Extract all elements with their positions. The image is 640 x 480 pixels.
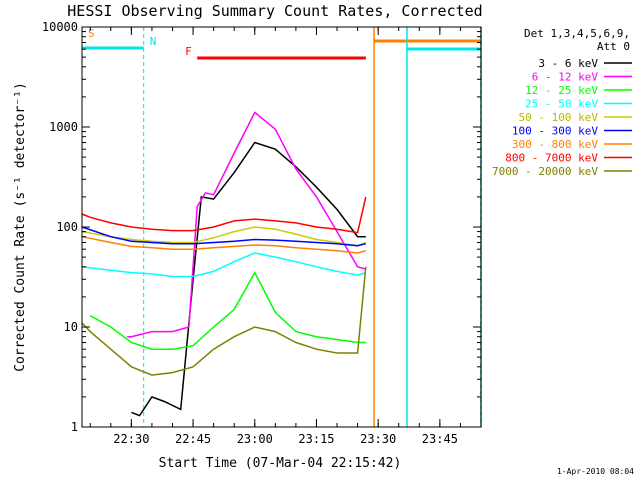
legend-entry-label-3: 25 - 50 keV [525, 98, 598, 111]
y-tick-label-0: 1 [71, 420, 78, 434]
series-line-5 [81, 226, 366, 247]
x-tick-label-1: 22:45 [175, 432, 211, 446]
plot-area: S N F [81, 27, 482, 427]
series-line-2 [89, 271, 366, 350]
legend-entry-label-6: 300 - 800 keV [512, 138, 598, 151]
series-line-3 [81, 252, 367, 278]
x-tick-label-0: 22:30 [113, 432, 149, 446]
plot-frame [81, 26, 482, 428]
y-axis: 1 10 100 1000 10000 [42, 20, 481, 434]
chart-title: HESSI Observing Summary Count Rates, Cor… [67, 2, 482, 20]
flag-label-s: S [88, 27, 95, 40]
legend-title: Det 1,3,4,5,6,9, [524, 27, 630, 40]
y-tick-label-4: 10000 [42, 20, 78, 34]
y-tick-label-2: 100 [56, 220, 78, 234]
legend-entry-label-4: 50 - 100 keV [519, 111, 599, 124]
x-tick-label-5: 23:45 [422, 432, 458, 446]
x-axis: 22:30 22:45 23:00 23:15 23:30 23:45 [89, 27, 482, 446]
series-line-8 [81, 266, 367, 376]
y-tick-label-1: 10 [64, 320, 78, 334]
legend-entry-label-2: 12 - 25 keV [525, 84, 598, 97]
x-tick-label-2: 23:00 [237, 432, 273, 446]
footer-timestamp: 1-Apr-2010 08:04 [557, 467, 634, 476]
legend-entry-label-5: 100 - 300 keV [512, 125, 598, 138]
series-line-4 [81, 226, 367, 247]
legend-entry-label-1: 6 - 12 keV [532, 71, 599, 84]
legend-entry-label-8: 7000 - 20000 keV [492, 165, 598, 178]
x-tick-label-4: 23:30 [360, 432, 396, 446]
legend-entry-label-0: 3 - 6 keV [538, 57, 598, 70]
legend-entry-label-7: 800 - 7000 keV [505, 152, 598, 165]
series-line-1 [127, 111, 366, 338]
series-line-0 [131, 141, 366, 417]
flag-label-n: N [150, 35, 157, 48]
y-axis-label: Corrected Count Rate (s⁻¹ detector⁻¹) [13, 82, 28, 372]
y-tick-label-3: 1000 [49, 120, 78, 134]
x-tick-label-3: 23:15 [298, 432, 334, 446]
series-line-6 [81, 235, 367, 254]
x-axis-label: Start Time (07-Mar-04 22:15:42) [159, 456, 402, 471]
series-line-7 [81, 196, 367, 234]
legend-subtitle: Att 0 [597, 40, 630, 53]
flag-label-f: F [185, 45, 192, 58]
